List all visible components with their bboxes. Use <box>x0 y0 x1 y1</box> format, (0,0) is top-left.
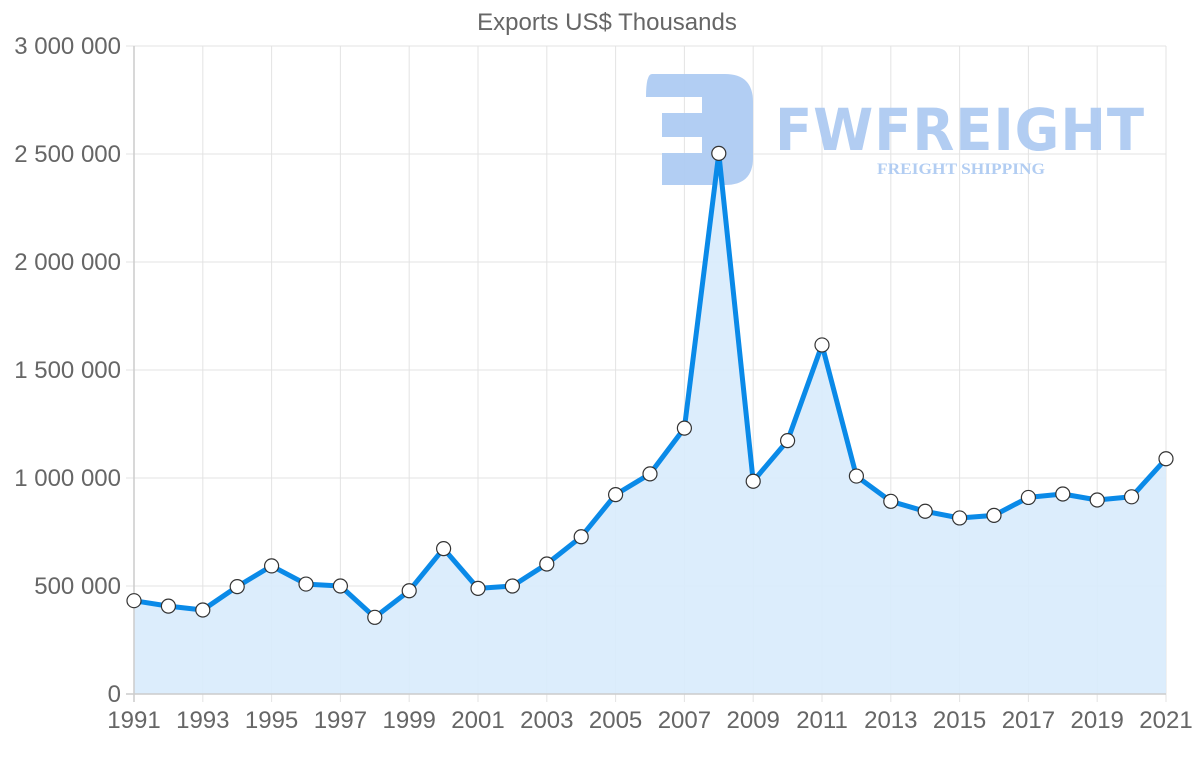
data-point[interactable] <box>504 578 521 594</box>
data-point[interactable] <box>814 337 830 353</box>
data-point[interactable] <box>711 145 727 161</box>
data-point[interactable] <box>332 578 348 594</box>
fwfreight-watermark: FWFREIGHT FREIGHT SHIPPING <box>646 74 1145 185</box>
x-axis-ticks: 1991 1993 1995 1997 1999 2001 2003 2005 2007 2009… <box>107 707 1192 734</box>
x-tick-label: 1993 <box>176 707 229 734</box>
watermark-brand: FWFREIGHT <box>775 96 1145 164</box>
data-point[interactable] <box>470 580 486 596</box>
chart-title: Exports US$ Thousands <box>477 9 737 36</box>
x-tick-label: 2013 <box>864 707 917 734</box>
data-point[interactable] <box>1020 489 1037 506</box>
data-point[interactable] <box>607 487 624 503</box>
data-point[interactable] <box>436 541 452 557</box>
y-tick-label: 0 <box>108 681 121 708</box>
fwfreight-logo-icon <box>646 74 753 185</box>
x-tick-label: 1999 <box>383 707 436 734</box>
data-point[interactable] <box>195 602 211 618</box>
data-point[interactable] <box>986 507 1002 523</box>
data-point[interactable] <box>848 468 865 484</box>
x-tick-label: 2015 <box>933 707 986 734</box>
y-tick-label: 3 000 000 <box>14 33 121 60</box>
y-tick-label: 1 000 000 <box>14 465 121 492</box>
data-point[interactable] <box>779 433 796 449</box>
data-point[interactable] <box>229 579 245 595</box>
x-tick-label: 1991 <box>107 707 160 734</box>
data-point[interactable] <box>539 556 555 572</box>
y-tick-label: 1 500 000 <box>14 357 121 384</box>
area-fill <box>134 153 1166 694</box>
x-tick-label: 2001 <box>451 707 504 734</box>
axes <box>126 46 1166 702</box>
data-point[interactable] <box>264 558 280 574</box>
y-tick-label: 2 500 000 <box>14 141 121 168</box>
watermark-tagline: FREIGHT SHIPPING <box>877 161 1046 178</box>
y-axis-ticks: 0 500 000 1 000 000 1 500 000 2 000 000 2 500… <box>14 33 121 708</box>
data-point[interactable] <box>745 473 761 489</box>
data-point[interactable] <box>298 576 314 592</box>
x-tick-label: 2011 <box>796 707 848 734</box>
x-tick-label: 1997 <box>314 707 367 734</box>
x-tick-label: 2007 <box>658 707 711 734</box>
x-tick-label: 2017 <box>1002 707 1055 734</box>
data-point[interactable] <box>1055 486 1071 502</box>
data-point[interactable] <box>676 420 693 436</box>
data-point[interactable] <box>1123 489 1140 505</box>
data-point[interactable] <box>160 598 176 614</box>
x-tick-label: 2003 <box>520 707 573 734</box>
x-tick-label: 2009 <box>727 707 780 734</box>
x-tick-label: 2019 <box>1071 707 1124 734</box>
data-point[interactable] <box>1089 492 1105 508</box>
data-points <box>126 145 1174 625</box>
y-tick-label: 500 000 <box>34 573 121 600</box>
data-point[interactable] <box>401 583 417 599</box>
x-tick-label: 2005 <box>589 707 642 734</box>
x-tick-label: 1995 <box>245 707 298 734</box>
data-point[interactable] <box>1158 451 1174 467</box>
data-point[interactable] <box>883 493 899 509</box>
x-tick-label: 2021 <box>1139 707 1192 734</box>
y-tick-label: 2 000 000 <box>14 249 121 276</box>
data-point[interactable] <box>951 510 968 526</box>
data-point[interactable] <box>917 503 933 519</box>
data-point[interactable] <box>573 529 589 545</box>
data-point[interactable] <box>367 609 383 625</box>
data-point[interactable] <box>126 593 142 609</box>
data-point[interactable] <box>642 466 658 482</box>
